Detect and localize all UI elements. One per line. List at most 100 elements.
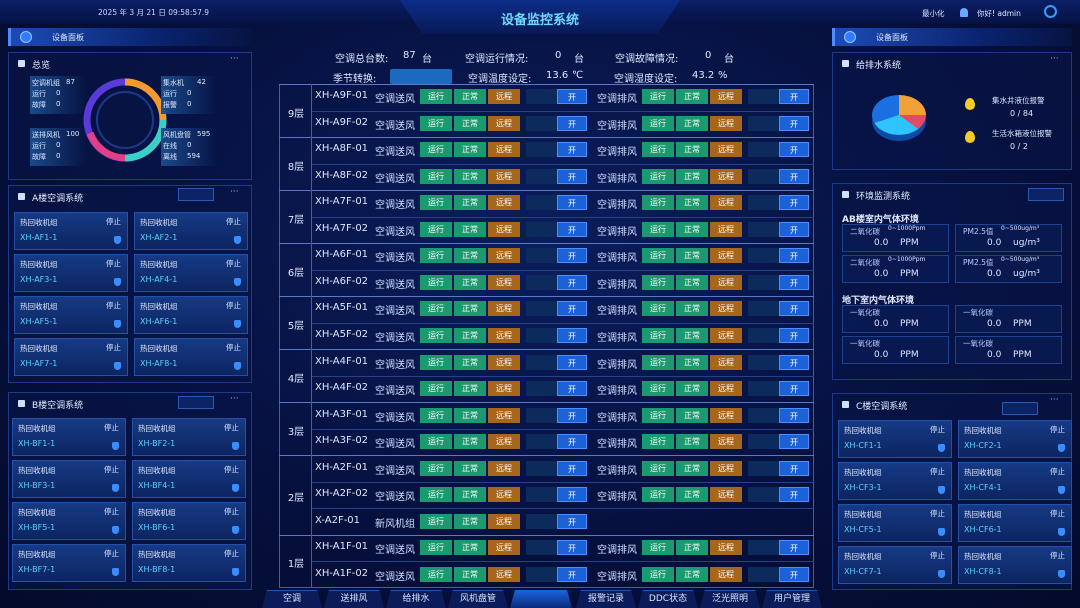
nav-item[interactable]: 送排风 xyxy=(340,594,368,604)
env-name: PM2.5值 xyxy=(963,258,994,267)
floor-divider xyxy=(279,455,814,457)
status-tag: 远程 xyxy=(710,301,742,317)
card-id: XH-CF1-1 xyxy=(844,441,882,450)
switch-button[interactable]: 开 xyxy=(557,195,587,211)
card-type: 热回收机组 xyxy=(964,552,1002,561)
switch-button[interactable]: 开 xyxy=(779,115,809,131)
card-type: 热回收机组 xyxy=(18,466,56,475)
row-id: XH-A7F-01 xyxy=(315,196,369,208)
card-id: XH-CF6-1 xyxy=(964,525,1002,534)
minimize-button[interactable]: 最小化 xyxy=(922,9,945,18)
season-toggle[interactable] xyxy=(390,69,452,84)
panel-icon xyxy=(842,401,849,408)
nav-item[interactable]: 报警记录 xyxy=(587,594,624,604)
dropdown[interactable] xyxy=(1002,402,1038,415)
switch-button[interactable]: 开 xyxy=(779,142,809,158)
status-tag: 正常 xyxy=(676,434,708,450)
power-button[interactable] xyxy=(1044,5,1057,18)
switch-button[interactable]: 开 xyxy=(779,540,809,556)
switch-button[interactable]: 开 xyxy=(779,89,809,105)
overview-value: 100 xyxy=(66,130,80,138)
switch-button[interactable]: 开 xyxy=(779,487,809,503)
nav-item[interactable]: 风机盘管 xyxy=(459,594,496,604)
card-state: 停止 xyxy=(226,217,241,226)
nav-item[interactable]: 空调 xyxy=(282,594,301,604)
status-tag: 正常 xyxy=(454,168,486,184)
switch-button[interactable]: 开 xyxy=(557,328,587,343)
unit-name: 空调排风 xyxy=(597,226,637,238)
dropdown[interactable] xyxy=(178,396,214,409)
overview-box xyxy=(161,76,217,114)
switch-button[interactable]: 开 xyxy=(779,434,809,450)
dropdown[interactable] xyxy=(178,188,214,201)
card-id: XH-BF6-1 xyxy=(138,523,176,532)
device-card xyxy=(132,544,246,582)
switch-button[interactable]: 开 xyxy=(557,354,587,370)
switch-button[interactable]: 开 xyxy=(557,274,587,290)
switch-button[interactable]: 开 xyxy=(557,168,587,184)
panel-more: ··· xyxy=(230,187,239,197)
floor-sep xyxy=(311,455,312,535)
switch-button[interactable]: 开 xyxy=(779,274,809,290)
unit-name: 空调排风 xyxy=(597,571,637,583)
panel-header-title: 设备面板 xyxy=(52,33,84,42)
status-tag: 远程 xyxy=(488,407,520,423)
switch-button[interactable]: 开 xyxy=(779,566,809,582)
status-tag: 运行 xyxy=(642,115,674,131)
nav-item-bg xyxy=(262,590,322,608)
card-state: 停止 xyxy=(104,465,119,474)
switch-button[interactable]: 开 xyxy=(557,540,587,556)
dropdown[interactable] xyxy=(1028,188,1064,201)
switch-button[interactable]: 开 xyxy=(779,328,809,343)
switch-button[interactable]: 开 xyxy=(557,487,587,503)
status-tag: 正常 xyxy=(676,248,708,264)
card-state: 停止 xyxy=(224,423,239,432)
row-id: XH-A9F-02 xyxy=(315,116,369,128)
drop-icon xyxy=(965,98,975,110)
switch-button[interactable]: 开 xyxy=(557,248,587,264)
switch-button[interactable]: 开 xyxy=(779,407,809,423)
env-value: 0.0 xyxy=(874,319,889,329)
switch-button[interactable]: 开 xyxy=(779,168,809,184)
device-card xyxy=(134,338,248,376)
switch-button[interactable]: 开 xyxy=(779,381,809,397)
card-type: 热回收机组 xyxy=(138,508,176,517)
nav-item[interactable]: 给排水 xyxy=(402,594,430,604)
nav-item[interactable]: 用户管理 xyxy=(773,594,810,604)
card-state: 停止 xyxy=(224,465,239,474)
status-tag: 正常 xyxy=(454,540,486,556)
switch-button[interactable]: 开 xyxy=(557,566,587,582)
card-icon xyxy=(232,484,239,492)
switch-button[interactable]: 开 xyxy=(557,381,587,397)
switch-button[interactable]: 开 xyxy=(557,221,587,237)
switch-button[interactable]: 开 xyxy=(557,460,587,476)
card-type: 热回收机组 xyxy=(20,218,58,227)
unit-name: 空调送风 xyxy=(375,465,415,477)
switch-button[interactable]: 开 xyxy=(779,248,809,264)
switch-button[interactable]: 开 xyxy=(779,460,809,476)
switch-button[interactable]: 开 xyxy=(557,301,587,317)
overview-box xyxy=(30,128,86,166)
switch-button[interactable]: 开 xyxy=(779,301,809,317)
nav-item[interactable]: DDC状态 xyxy=(648,594,688,604)
switch-button[interactable]: 开 xyxy=(557,434,587,450)
switch-button[interactable]: 开 xyxy=(779,195,809,211)
card-state: 停止 xyxy=(226,301,241,310)
panel-icon xyxy=(18,400,25,407)
stat-label: 季节转换: xyxy=(333,74,377,85)
card-id: XH-AF5-1 xyxy=(20,317,58,326)
card-type: 热回收机组 xyxy=(964,468,1002,477)
switch-button[interactable]: 开 xyxy=(557,407,587,423)
switch-button[interactable]: 开 xyxy=(557,115,587,131)
switch-button[interactable]: 开 xyxy=(779,354,809,370)
card-id: XH-CF7-1 xyxy=(844,567,882,576)
switch-button[interactable]: 开 xyxy=(779,221,809,237)
status-tag: 运行 xyxy=(420,168,452,184)
switch-button[interactable]: 开 xyxy=(557,513,587,529)
status-tag: 远程 xyxy=(488,248,520,264)
switch-button[interactable]: 开 xyxy=(557,89,587,105)
device-card xyxy=(14,254,128,292)
switch-button[interactable]: 开 xyxy=(557,142,587,158)
nav-item[interactable]: 泛光照明 xyxy=(711,594,748,604)
